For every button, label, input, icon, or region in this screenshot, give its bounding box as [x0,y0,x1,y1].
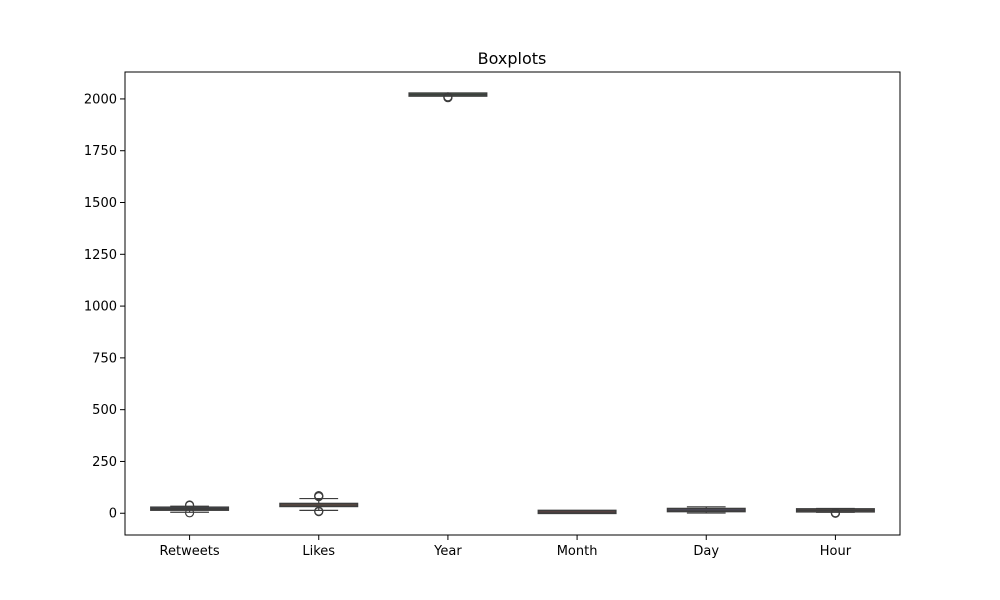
box-hour [795,507,875,518]
y-tick-label: 1250 [84,248,117,263]
y-tick-label: 1750 [84,144,117,159]
y-axis: 0 250 500 750 1000 1250 1500 1750 2000 [84,92,125,522]
y-tick-label: 2000 [84,92,117,107]
chart-title: Boxplots [478,49,547,68]
plot-area-frame [124,71,901,536]
box-day [666,506,746,514]
x-tick-label: Hour [820,544,852,559]
x-tick-label: Day [693,544,719,559]
y-tick-label: 1000 [84,300,117,315]
box-month [537,509,617,515]
outlier-point [314,491,324,501]
boxes-group [150,92,875,518]
box-likes [279,491,359,517]
y-tick-label: 250 [92,455,117,470]
outlier-point [830,508,841,518]
box-year [408,92,488,103]
x-axis: Retweets Likes Year Month Day Hour [160,535,852,559]
x-tick-label: Year [433,544,462,559]
outlier-point [314,506,324,516]
x-tick-label: Retweets [160,544,220,559]
y-tick-label: 0 [109,507,117,522]
y-tick-label: 500 [92,403,117,418]
x-tick-label: Month [557,544,598,559]
x-tick-label: Likes [302,544,335,559]
y-tick-label: 750 [92,351,117,366]
box-retweets [150,500,230,518]
outlier-point [443,92,453,102]
y-tick-label: 1500 [84,196,117,211]
outlier-point [184,500,195,510]
